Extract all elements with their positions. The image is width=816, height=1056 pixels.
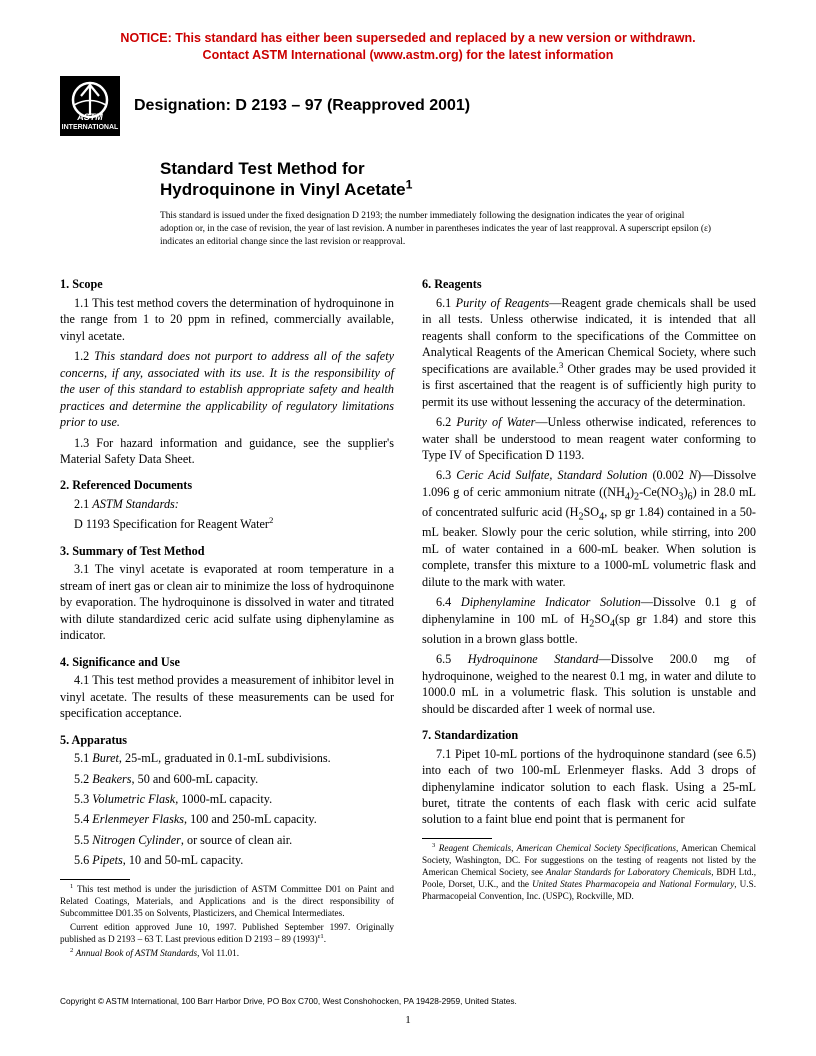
paragraph: 2.1 ASTM Standards: xyxy=(60,496,394,512)
issuance-note: This standard is issued under the fixed … xyxy=(160,210,716,248)
section-heading: 4. Significance and Use xyxy=(60,654,394,670)
paragraph: 5.2 Beakers, 50 and 600-mL capacity. xyxy=(60,771,394,787)
designation: Designation: D 2193 – 97 (Reapproved 200… xyxy=(134,97,470,115)
paragraph: 6.2 Purity of Water—Unless otherwise ind… xyxy=(422,414,756,463)
footnotes-left: 1 This test method is under the jurisdic… xyxy=(60,884,394,960)
astm-logo-icon: INTERNATIONAL ASTM xyxy=(60,76,120,136)
page-number: 1 xyxy=(0,1014,816,1026)
body-columns: 1. Scope 1.1 This test method covers the… xyxy=(60,266,756,961)
paragraph: 5.5 Nitrogen Cylinder, or source of clea… xyxy=(60,832,394,848)
paragraph: 4.1 This test method provides a measurem… xyxy=(60,672,394,721)
paragraph: 6.5 Hydroquinone Standard—Dissolve 200.0… xyxy=(422,651,756,717)
paragraph: 3.1 The vinyl acetate is evaporated at r… xyxy=(60,561,394,643)
title-line1: Standard Test Method for xyxy=(160,158,756,179)
notice-banner: NOTICE: This standard has either been su… xyxy=(60,30,756,64)
paragraph: 5.3 Volumetric Flask, 1000-mL capacity. xyxy=(60,791,394,807)
paragraph: 6.1 Purity of Reagents—Reagent grade che… xyxy=(422,295,756,410)
notice-line1: NOTICE: This standard has either been su… xyxy=(120,31,695,45)
footnote-rule xyxy=(60,879,130,880)
paragraph: 7.1 Pipet 10-mL portions of the hydroqui… xyxy=(422,746,756,828)
right-column: 6. Reagents 6.1 Purity of Reagents—Reage… xyxy=(422,266,756,961)
paragraph: 5.1 Buret, 25-mL, graduated in 0.1-mL su… xyxy=(60,750,394,766)
paragraph: 6.4 Diphenylamine Indicator Solution—Dis… xyxy=(422,594,756,647)
footnote-rule xyxy=(422,838,492,839)
paragraph: D 1193 Specification for Reagent Water2 xyxy=(60,516,394,532)
paragraph: 5.6 Pipets, 10 and 50-mL capacity. xyxy=(60,852,394,868)
notice-line2: Contact ASTM International (www.astm.org… xyxy=(203,48,614,62)
paragraph: 1.1 This test method covers the determin… xyxy=(60,295,394,344)
paragraph: 1.2 This standard does not purport to ad… xyxy=(60,348,394,430)
title-block: Standard Test Method for Hydroquinone in… xyxy=(160,158,756,201)
svg-text:INTERNATIONAL: INTERNATIONAL xyxy=(62,124,119,131)
page: NOTICE: This standard has either been su… xyxy=(0,0,816,1056)
section-heading: 1. Scope xyxy=(60,276,394,292)
title-line2: Hydroquinone in Vinyl Acetate1 xyxy=(160,179,756,200)
svg-text:ASTM: ASTM xyxy=(76,112,103,122)
section-heading: 3. Summary of Test Method xyxy=(60,543,394,559)
paragraph: 6.3 Ceric Acid Sulfate, Standard Solutio… xyxy=(422,467,756,590)
section-heading: 6. Reagents xyxy=(422,276,756,292)
header: INTERNATIONAL ASTM Designation: D 2193 –… xyxy=(60,76,756,136)
section-heading: 5. Apparatus xyxy=(60,732,394,748)
copyright: Copyright © ASTM International, 100 Barr… xyxy=(60,996,756,1006)
paragraph: 5.4 Erlenmeyer Flasks, 100 and 250-mL ca… xyxy=(60,811,394,827)
section-heading: 7. Standardization xyxy=(422,727,756,743)
footnotes-right: 3 Reagent Chemicals, American Chemical S… xyxy=(422,843,756,903)
left-column: 1. Scope 1.1 This test method covers the… xyxy=(60,266,394,961)
paragraph: 1.3 For hazard information and guidance,… xyxy=(60,435,394,468)
section-heading: 2. Referenced Documents xyxy=(60,477,394,493)
